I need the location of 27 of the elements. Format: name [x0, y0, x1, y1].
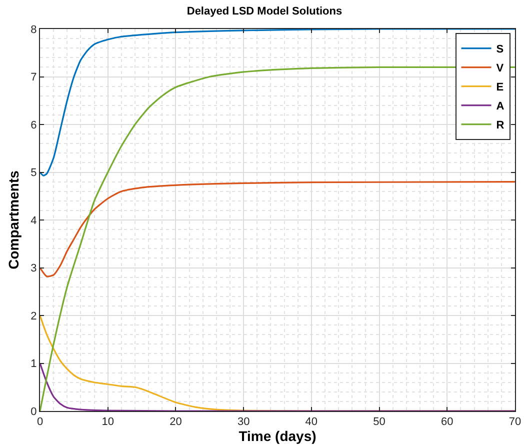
- chart-title: Delayed LSD Model Solutions: [186, 5, 342, 18]
- legend-label: A: [496, 100, 504, 113]
- y-tick-label: 6: [30, 119, 37, 132]
- x-tick-label: 60: [441, 416, 454, 428]
- y-tick-label: 7: [30, 72, 37, 84]
- line-series: [40, 29, 515, 176]
- x-tick-label: 70: [508, 416, 522, 428]
- y-tick-label: 5: [30, 167, 37, 180]
- line-series: [40, 362, 515, 411]
- x-axis-title: Time (days): [238, 428, 316, 444]
- y-axis-title: Compartments: [5, 170, 22, 270]
- x-tick-label: 20: [170, 416, 182, 428]
- legend-label: R: [496, 120, 504, 132]
- y-tick-label: 2: [30, 310, 37, 322]
- y-tick-label: 4: [30, 214, 37, 227]
- x-tick-label: 10: [102, 416, 114, 428]
- x-tick-label: 30: [237, 416, 250, 428]
- legend-label: V: [496, 62, 504, 75]
- legend-label: E: [496, 82, 504, 94]
- legend-label: S: [496, 44, 504, 56]
- x-tick-label: 40: [305, 416, 318, 428]
- y-tick-label: 1: [30, 358, 37, 370]
- x-tick-label: 50: [373, 416, 386, 428]
- line-series: [40, 181, 515, 278]
- y-tick-label: 0: [30, 406, 37, 418]
- y-tick-label: 3: [30, 262, 37, 275]
- y-tick-label: 8: [30, 24, 37, 36]
